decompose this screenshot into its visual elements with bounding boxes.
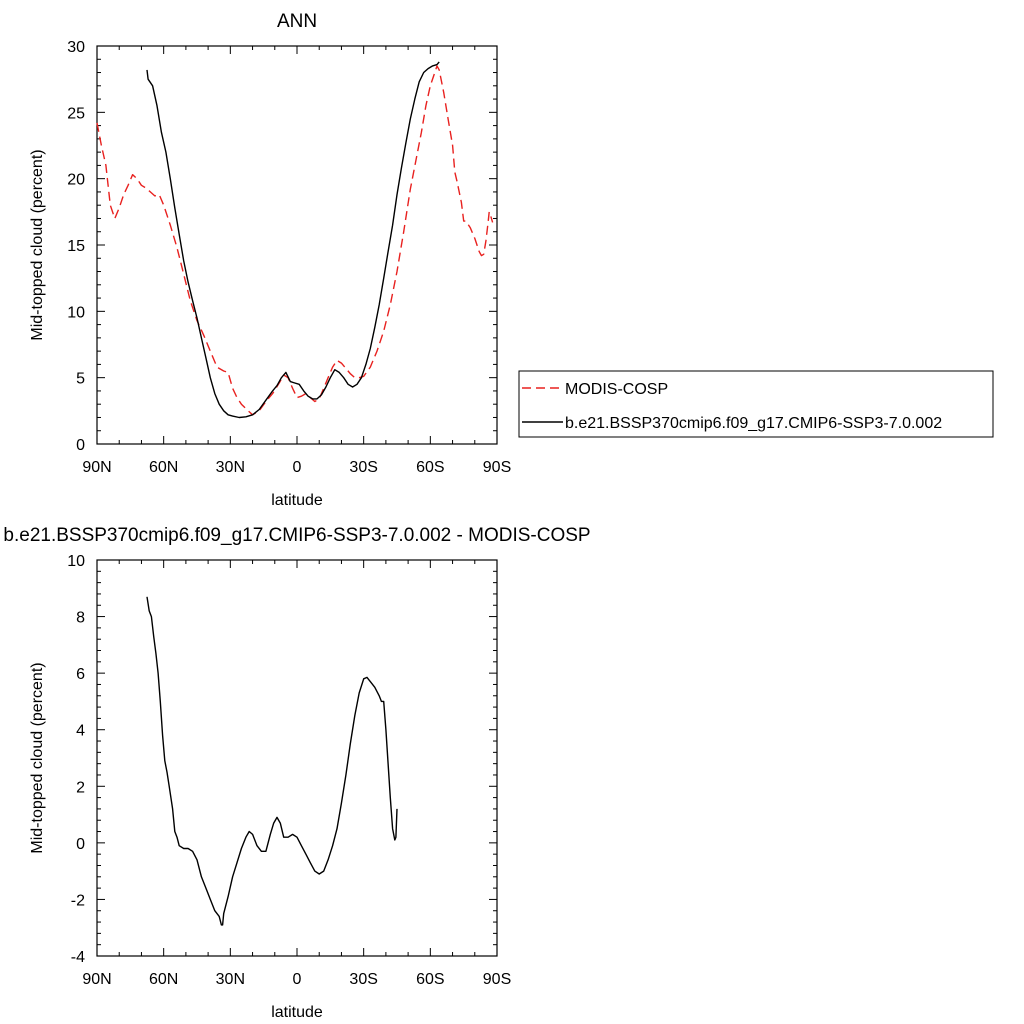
y-tick-label: 10 — [67, 553, 85, 570]
x-tick-label: 60S — [416, 459, 444, 476]
legend: MODIS-COSP b.e21.BSSP370cmip6.f09_g17.CMI… — [518, 370, 994, 438]
x-tick-label: 60N — [149, 459, 178, 476]
y-tick-label: 6 — [76, 666, 85, 683]
x-tick-label: 30S — [349, 459, 377, 476]
y-tick-label: 0 — [76, 437, 85, 454]
y-tick-label: 25 — [67, 105, 85, 122]
y-tick-label: -4 — [71, 949, 85, 966]
x-axis-label: latitude — [271, 1004, 323, 1021]
series-line-modis-cosp — [96, 65, 494, 416]
y-tick-label: 20 — [67, 172, 85, 189]
y-tick-label: -2 — [71, 892, 85, 909]
x-tick-label: 90N — [82, 971, 111, 988]
series-line-difference — [146, 596, 398, 926]
y-tick-label: 30 — [67, 39, 85, 56]
x-tick-label: 0 — [293, 459, 302, 476]
x-tick-label: 60N — [149, 971, 178, 988]
y-axis-label: Mid-topped cloud (percent) — [29, 149, 46, 340]
y-tick-label: 5 — [76, 371, 85, 388]
x-tick-label: 90S — [483, 459, 511, 476]
x-tick-label: 90N — [82, 459, 111, 476]
legend-box — [518, 370, 994, 438]
x-tick-label: 30N — [216, 971, 245, 988]
series-line-b-e21-bssp370cmip6-f09-g17-cmip6-ssp3-7-0-002 — [146, 61, 440, 419]
y-axis-label: Mid-topped cloud (percent) — [29, 662, 46, 853]
y-tick-label: 8 — [76, 610, 85, 627]
top-chart: ANN 0 5 10 15 20 25 30 90N 60N 30N 0 30S 60S 90S latitu… — [29, 11, 511, 509]
x-axis-label: latitude — [271, 492, 323, 509]
x-tick-label: 90S — [483, 971, 511, 988]
x-tick-label: 0 — [293, 971, 302, 988]
bottom-chart: b.e21.BSSP370cmip6.f09_g17.CMIP6-SSP3-7.… — [3, 525, 590, 1021]
y-tick-label: 2 — [76, 779, 85, 796]
legend-label: MODIS-COSP — [565, 381, 668, 398]
y-tick-label: 4 — [76, 723, 85, 740]
x-tick-label: 60S — [416, 971, 444, 988]
y-tick-label: 10 — [67, 304, 85, 321]
chart-title: b.e21.BSSP370cmip6.f09_g17.CMIP6-SSP3-7.… — [3, 525, 590, 546]
y-tick-label: 15 — [67, 238, 85, 255]
x-tick-label: 30N — [216, 459, 245, 476]
legend-label: b.e21.BSSP370cmip6.f09_g17.CMIP6-SSP3-7.… — [565, 415, 942, 432]
x-tick-label: 30S — [349, 971, 377, 988]
y-tick-label: 0 — [76, 836, 85, 853]
plot-frame — [96, 559, 498, 957]
chart-title: ANN — [277, 11, 317, 32]
